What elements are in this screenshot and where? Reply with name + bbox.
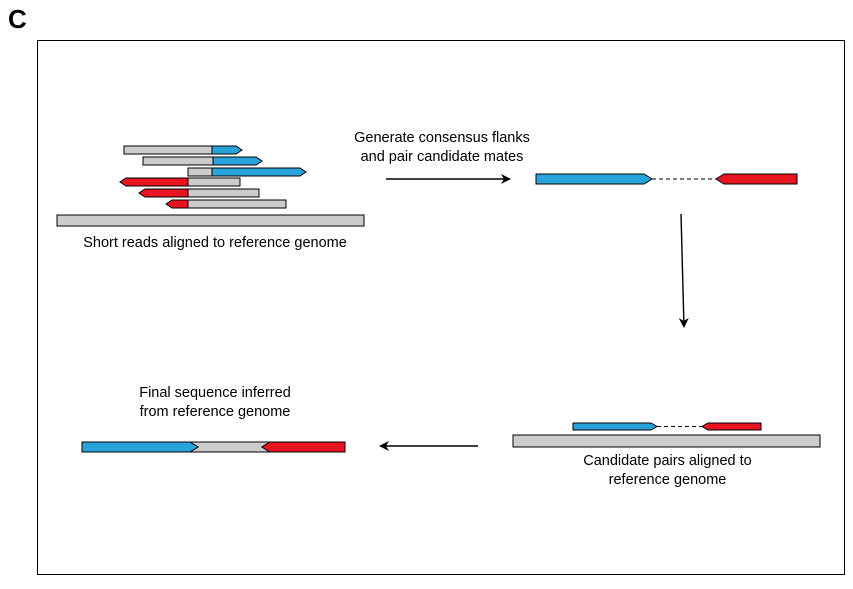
final-red-segment: [261, 441, 346, 453]
final-blue-segment: [81, 441, 199, 453]
candidate-flank-red: [701, 422, 762, 431]
step1-line2: and pair candidate mates: [360, 149, 524, 165]
candidate-flank-blue: [572, 422, 658, 431]
read-forward-2: [142, 156, 263, 166]
consensus-flank-red: [715, 173, 798, 185]
short-reads-stack: [56, 145, 365, 227]
read-forward-1: [123, 145, 243, 155]
final-line2: from reference genome: [139, 404, 291, 420]
arrow-down-step2: [678, 213, 689, 328]
final-line1: Final sequence inferred: [139, 385, 291, 401]
candidate-line2: reference genome: [608, 472, 727, 488]
final-sequence-label: Final sequence inferred from reference g…: [95, 384, 335, 422]
consensus-flank-blue: [535, 173, 653, 185]
candidate-pair-aligned: [512, 422, 821, 448]
candidate-line1: Candidate pairs aligned to: [583, 453, 752, 469]
step1-line1: Generate consensus flanks: [354, 130, 530, 146]
figure-frame: [37, 40, 845, 575]
read-forward-3: [187, 167, 307, 177]
read-reverse-1: [119, 177, 241, 187]
short-reads-label: Short reads aligned to reference genome: [55, 234, 375, 253]
short-reads-text: Short reads aligned to reference genome: [83, 235, 347, 251]
panel-label: C: [8, 4, 27, 34]
candidate-pairs-label: Candidate pairs aligned to reference gen…: [515, 452, 820, 490]
reference-genome-bar-1: [56, 214, 365, 227]
final-gray-middle: [188, 441, 272, 453]
read-reverse-2: [138, 188, 260, 198]
read-reverse-3: [165, 199, 287, 209]
final-sequence: [81, 441, 346, 453]
step1-label: Generate consensus flanks and pair candi…: [322, 129, 562, 167]
consensus-flank-pair: [535, 173, 798, 185]
reference-genome-bar-2: [512, 434, 821, 448]
